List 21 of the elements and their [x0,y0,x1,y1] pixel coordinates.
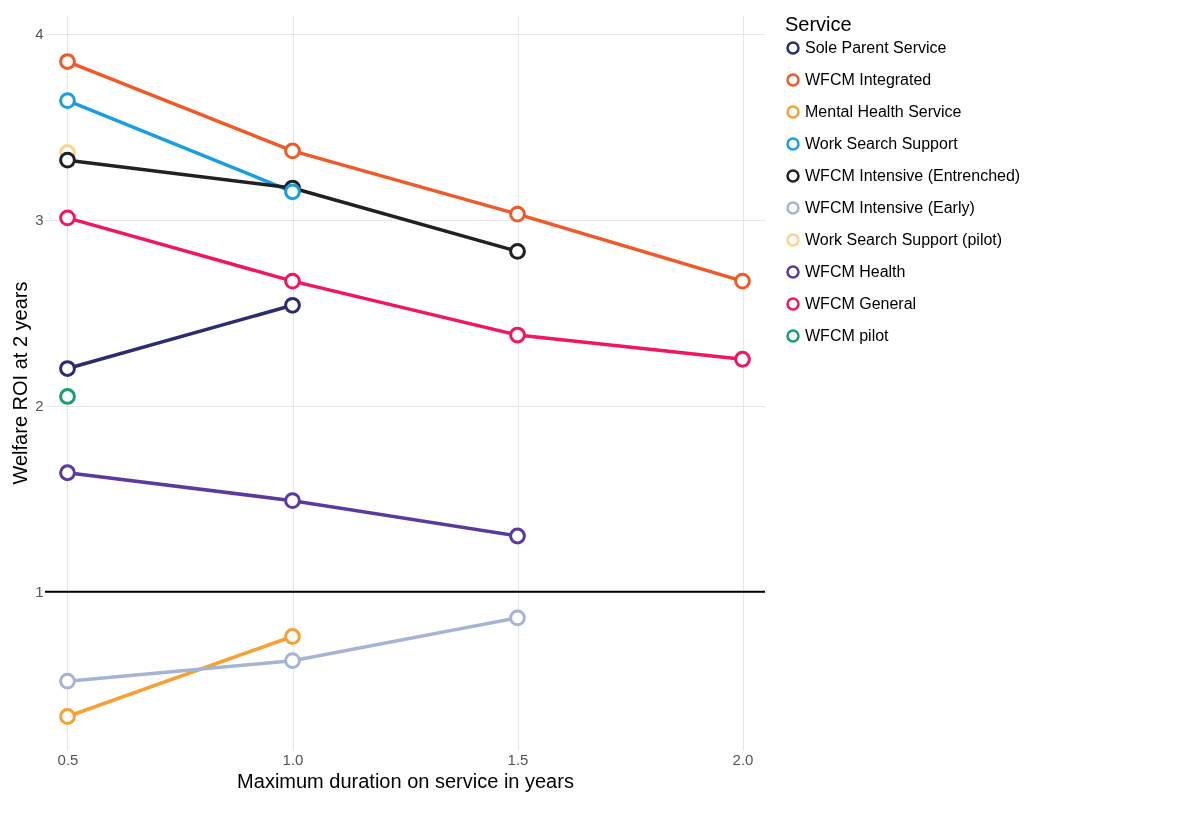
y-tick-label: 3 [35,211,44,229]
legend-label: Mental Health Service [805,103,962,120]
legend-label: WFCM Intensive (Entrenched) [805,167,1021,184]
x-axis-title: Maximum duration on service in years [237,769,574,792]
x-tick-label: 1.0 [282,750,304,768]
legend-label: Work Search Support [805,135,959,152]
legend-label: WFCM Health [805,263,906,280]
y-tick-label: 4 [35,25,44,43]
legend-label: Sole Parent Service [805,39,947,56]
x-tick-label: 1.5 [507,750,529,768]
legend-label: WFCM Integrated [805,71,932,88]
y-axis-title: Welfare ROI at 2 years [9,281,32,485]
y-tick-label: 1 [35,583,44,601]
y-tick-label: 2 [35,397,44,415]
legend-label: WFCM General [805,295,917,312]
legend-label: WFCM Intensive (Early) [805,199,975,216]
legend-label: WFCM pilot [805,327,890,344]
x-tick-label: 2.0 [732,750,754,768]
legend-label: Work Search Support (pilot) [805,231,1003,248]
x-tick-label: 0.5 [57,750,79,768]
legend-title: Service [785,13,852,35]
